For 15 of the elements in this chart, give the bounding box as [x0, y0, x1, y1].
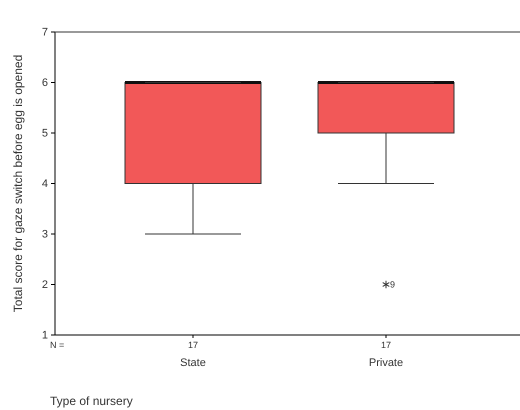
x-tick-label: Private [368, 357, 404, 369]
x-axis-title: Type of nursery [50, 394, 133, 408]
text: 17 [188, 340, 198, 350]
y-tick-label: 7 [42, 26, 48, 39]
y-axis-title: Total score for gaze switch before egg is opened [11, 54, 25, 312]
text: N = [50, 340, 64, 350]
y-tick-label: 3 [42, 228, 48, 241]
y-tick-label: 1 [42, 330, 48, 342]
text: 17 [380, 340, 392, 350]
y-tick-label: 4 [42, 178, 48, 190]
y-tick-label: 2 [42, 279, 48, 292]
annotation: 9 [390, 280, 396, 290]
y-tick-label: 6 [42, 77, 48, 90]
x-tick-label: State [180, 357, 206, 369]
y-tick-label: 5 [42, 128, 48, 140]
